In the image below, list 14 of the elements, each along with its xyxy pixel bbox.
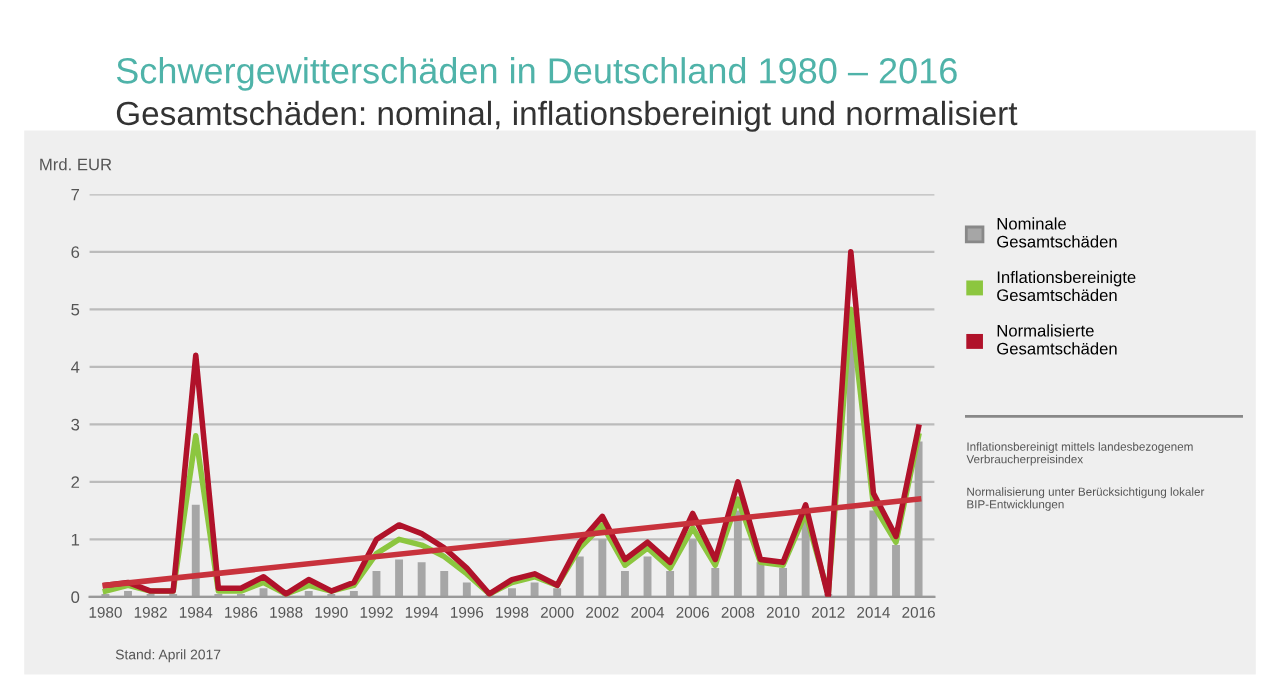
y-tick-label: 1 bbox=[71, 533, 80, 546]
y-tick-label: 4 bbox=[70, 361, 80, 373]
legend-label: Nominale Gesamtschäden bbox=[997, 217, 1117, 248]
chart-title: Schwergewitterschäden in Deutschland 1980 – 2016 bbox=[116, 57, 957, 91]
legend-label: Inflationsbereinigte Gesamtschäden bbox=[997, 270, 1136, 302]
y-tick-label: 3 bbox=[71, 418, 80, 431]
y-axis-title: Mrd. EUR bbox=[40, 158, 112, 171]
legend-label: Normalisierte Gesamtschäden bbox=[997, 324, 1117, 355]
y-tick-label: 6 bbox=[71, 246, 80, 259]
y-tick-label: 7 bbox=[71, 188, 80, 201]
y-tick-label: 0 bbox=[71, 591, 80, 604]
chart-subtitle: Gesamtschäden: nominal, inflationsbereinigt und normalisiert bbox=[116, 100, 1018, 132]
y-tick-label: 2 bbox=[71, 476, 80, 488]
y-tick-label: 5 bbox=[71, 303, 80, 316]
